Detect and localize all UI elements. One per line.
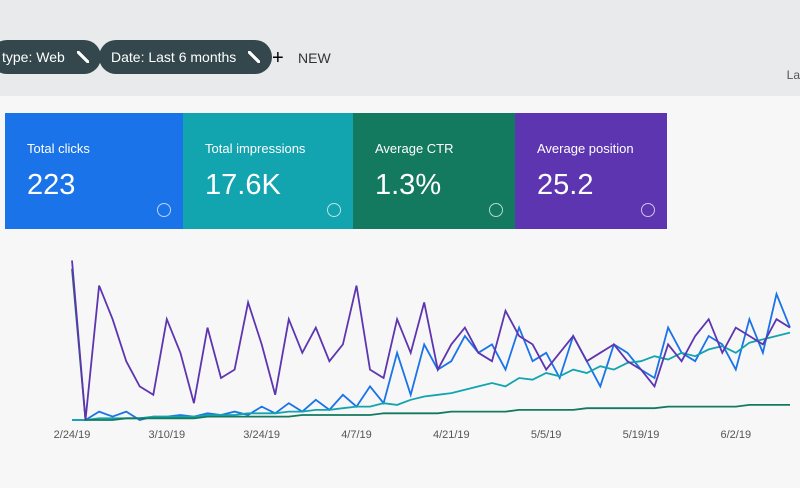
series-line [72, 291, 791, 421]
x-tick-label: 3/24/19 [243, 429, 280, 441]
x-tick-label: 5/5/19 [531, 429, 562, 441]
x-tick-label: 4/21/19 [433, 429, 470, 441]
metric-card[interactable]: Average position 25.2 [515, 113, 667, 229]
metric-label: Total impressions [205, 141, 306, 156]
plus-icon: + [272, 47, 284, 69]
filter-chip[interactable]: Date: Last 6 months [99, 40, 273, 74]
help-icon [489, 203, 503, 217]
x-tick-label: 3/10/19 [148, 429, 185, 441]
series-line [71, 268, 790, 421]
metric-value: 17.6K [205, 169, 281, 201]
x-tick-label: 2/24/19 [54, 429, 91, 441]
metric-value: 1.3% [375, 169, 442, 201]
help-icon [157, 203, 171, 217]
x-tick-label: 6/2/19 [721, 429, 752, 441]
series-line [72, 331, 791, 421]
filter-chip[interactable]: type: Web [0, 40, 101, 74]
help-icon [327, 203, 341, 217]
metric-label: Average CTR [375, 141, 454, 156]
metric-value: 223 [27, 169, 76, 201]
metric-label: Average position [537, 141, 634, 156]
x-tick-label: 5/19/19 [623, 429, 660, 441]
metric-card[interactable]: Total impressions 17.6K [183, 113, 353, 229]
x-tick-label: 4/7/19 [341, 429, 372, 441]
help-icon [641, 203, 655, 217]
new-button[interactable]: NEW [298, 50, 331, 66]
metric-card[interactable]: Total clicks 223 [5, 113, 183, 229]
corner-text: La [786, 68, 800, 82]
metric-label: Total clicks [27, 141, 90, 156]
series-line [71, 260, 791, 421]
metric-value: 25.2 [537, 169, 594, 201]
metric-card[interactable]: Average CTR 1.3% [353, 113, 515, 229]
